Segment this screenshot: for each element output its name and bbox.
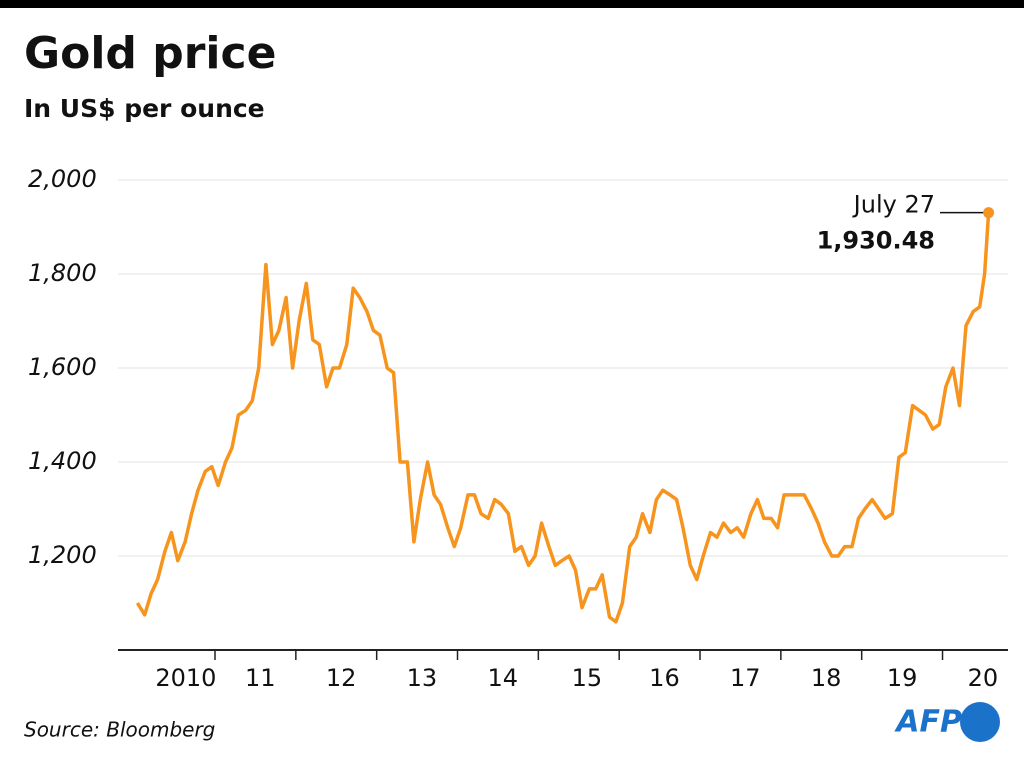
x-tick-label: 14 — [488, 664, 519, 692]
logo-globe — [960, 702, 1000, 742]
x-tick-label: 16 — [649, 664, 680, 692]
x-tick-label: 13 — [407, 664, 438, 692]
x-tick-label: 17 — [730, 664, 761, 692]
source: Source: Bloomberg — [24, 718, 215, 742]
x-tick-label: 20 — [968, 664, 999, 692]
x-tick-label: 12 — [326, 664, 357, 692]
x-tick-label: 18 — [811, 664, 842, 692]
logo: AFP — [894, 702, 1000, 742]
x-tick-label: 15 — [572, 664, 603, 692]
y-tick-label: 1,600 — [28, 353, 97, 381]
logo-text: AFP — [894, 705, 962, 740]
annotation-date: July 27 — [852, 191, 935, 219]
top-bar — [0, 0, 1024, 8]
y-tick-label: 1,200 — [28, 541, 97, 569]
chart-subtitle: In US$ per ounce — [24, 94, 265, 123]
y-tick-label: 1,800 — [28, 259, 97, 287]
y-tick-label: 2,000 — [28, 165, 97, 193]
x-tick-label: 11 — [245, 664, 276, 692]
x-tick-label: 19 — [887, 664, 918, 692]
last-point — [983, 207, 995, 219]
x-tick-label: 2010 — [155, 664, 216, 692]
y-tick-label: 1,400 — [28, 447, 97, 475]
annotation-value: 1,930.48 — [817, 227, 935, 255]
price-line — [135, 212, 991, 624]
chart-title: Gold price — [24, 28, 276, 79]
